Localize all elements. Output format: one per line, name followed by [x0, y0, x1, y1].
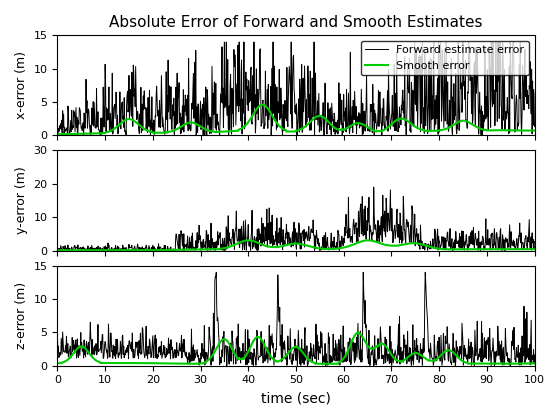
Forward estimate error	[531, 124, 538, 129]
Forward estimate error	[427, 55, 433, 60]
Forward estimate error	[54, 247, 61, 252]
Smooth error	[54, 361, 61, 366]
Smooth error	[426, 128, 433, 133]
Forward estimate error	[151, 131, 157, 136]
Forward estimate error	[531, 352, 538, 357]
Forward estimate error	[213, 270, 220, 275]
Smooth error	[508, 247, 515, 252]
Forward estimate error	[476, 244, 483, 249]
Forward estimate error	[216, 133, 223, 138]
Smooth error	[83, 248, 90, 253]
Smooth error	[83, 347, 90, 352]
Forward estimate error	[370, 184, 377, 189]
Forward estimate error	[151, 244, 157, 249]
Forward estimate error	[304, 363, 311, 368]
Smooth error	[151, 130, 157, 135]
Smooth error	[531, 361, 538, 366]
Forward estimate error	[83, 339, 90, 344]
Forward estimate error	[477, 110, 483, 116]
Forward estimate error	[223, 39, 230, 45]
Smooth error	[151, 248, 158, 253]
Smooth error	[427, 244, 433, 249]
Y-axis label: x-error (m): x-error (m)	[15, 51, 28, 119]
Forward estimate error	[444, 341, 451, 346]
Smooth error	[259, 102, 266, 107]
Smooth error	[477, 247, 483, 252]
Forward estimate error	[502, 248, 508, 253]
Y-axis label: z-error (m): z-error (m)	[15, 282, 28, 349]
Line: Smooth error: Smooth error	[58, 105, 534, 134]
Line: Forward estimate error: Forward estimate error	[58, 272, 534, 366]
Y-axis label: y-error (m): y-error (m)	[15, 167, 28, 234]
Forward estimate error	[54, 333, 61, 339]
Smooth error	[531, 128, 538, 133]
X-axis label: time (sec): time (sec)	[261, 391, 331, 405]
Smooth error	[444, 247, 451, 252]
Smooth error	[365, 238, 371, 243]
Forward estimate error	[426, 243, 433, 248]
Forward estimate error	[83, 110, 90, 115]
Legend: Forward estimate error, Smooth error: Forward estimate error, Smooth error	[361, 41, 529, 75]
Forward estimate error	[54, 123, 61, 129]
Smooth error	[444, 348, 451, 353]
Forward estimate error	[477, 346, 483, 351]
Smooth error	[508, 128, 515, 133]
Smooth error	[427, 358, 433, 363]
Line: Smooth error: Smooth error	[58, 333, 534, 364]
Forward estimate error	[83, 247, 90, 252]
Smooth error	[477, 361, 483, 366]
Smooth error	[54, 132, 61, 137]
Line: Smooth error: Smooth error	[58, 240, 534, 250]
Smooth error	[151, 361, 157, 366]
Smooth error	[354, 330, 361, 335]
Line: Forward estimate error: Forward estimate error	[58, 42, 534, 135]
Smooth error	[444, 126, 451, 131]
Forward estimate error	[444, 79, 451, 84]
Forward estimate error	[508, 96, 515, 101]
Title: Absolute Error of Forward and Smooth Estimates: Absolute Error of Forward and Smooth Est…	[109, 15, 483, 30]
Smooth error	[531, 247, 538, 252]
Forward estimate error	[508, 243, 515, 248]
Smooth error	[188, 361, 195, 366]
Line: Forward estimate error: Forward estimate error	[58, 187, 534, 251]
Smooth error	[101, 248, 108, 253]
Smooth error	[476, 126, 483, 131]
Forward estimate error	[444, 231, 451, 236]
Smooth error	[508, 361, 515, 366]
Forward estimate error	[427, 356, 433, 361]
Forward estimate error	[531, 239, 538, 244]
Smooth error	[54, 248, 61, 253]
Forward estimate error	[508, 343, 515, 348]
Forward estimate error	[151, 341, 157, 346]
Smooth error	[83, 131, 90, 136]
